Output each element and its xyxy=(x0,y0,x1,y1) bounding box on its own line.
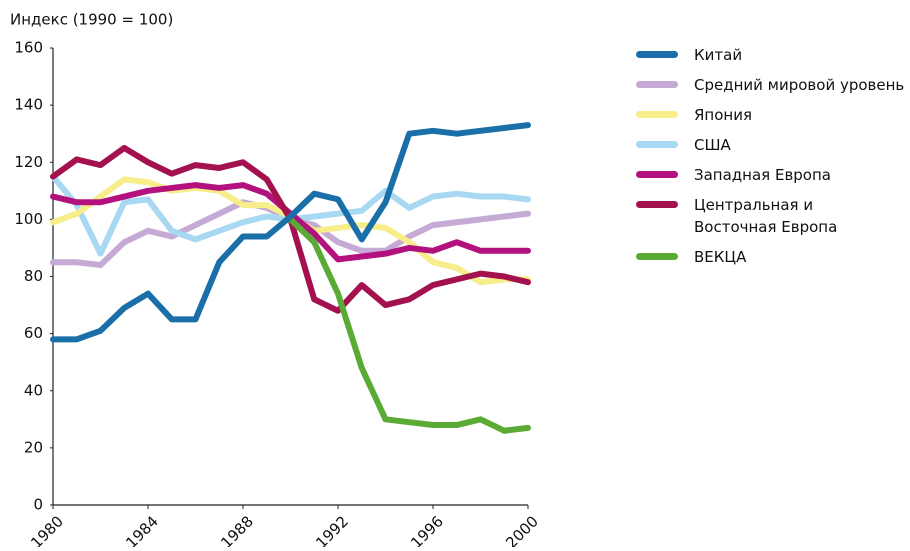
legend-item: ВЕКЦА xyxy=(636,246,854,268)
y-tick-label: 160 xyxy=(14,39,43,57)
series-line xyxy=(50,122,531,343)
y-tick-label: 40 xyxy=(24,381,43,399)
x-tick-label: 1980 xyxy=(27,512,67,547)
legend-label: Центральная и Восточная Европа xyxy=(694,196,838,236)
legend-label: Средний мировой уровень xyxy=(694,76,905,94)
legend-label: Япония xyxy=(694,106,752,124)
legend-item: Япония xyxy=(636,104,854,126)
x-tick-label: 1988 xyxy=(217,512,257,547)
legend-item: США xyxy=(636,134,854,156)
y-tick-label: 140 xyxy=(14,96,43,114)
x-tick-label: 1984 xyxy=(122,512,162,547)
y-tick-label: 0 xyxy=(33,496,43,514)
x-tick-label: 1996 xyxy=(407,512,447,547)
legend-swatch xyxy=(636,141,678,148)
legend-swatch xyxy=(636,81,678,88)
x-tick-label: 1992 xyxy=(312,512,352,547)
legend-item: Средний мировой уровень xyxy=(636,74,905,96)
legend-swatch xyxy=(636,201,678,208)
y-tick-label: 100 xyxy=(14,210,43,228)
legend-label: ВЕКЦА xyxy=(694,248,747,266)
y-axis-label: Индекс (1990 = 100) xyxy=(10,11,173,29)
series-line xyxy=(50,144,531,314)
y-tick-label: 20 xyxy=(24,438,43,456)
legend-item: Центральная и Восточная Европа xyxy=(636,194,854,238)
legend: Китай Средний мировой уровень Япония США Зап… xyxy=(636,44,905,276)
y-tick-label: 60 xyxy=(24,324,43,342)
legend-label: Китай xyxy=(694,46,743,64)
legend-swatch xyxy=(636,171,678,178)
y-tick-label: 80 xyxy=(24,267,43,285)
legend-swatch xyxy=(636,51,678,58)
legend-item: Китай xyxy=(636,44,854,66)
series-line xyxy=(287,216,531,434)
legend-swatch xyxy=(636,253,678,260)
legend-item: Западная Европа xyxy=(636,164,854,186)
legend-label: Западная Европа xyxy=(694,166,831,184)
y-tick-label: 120 xyxy=(14,153,43,171)
chart: Индекс (1990 = 100) 0 20 40 60 80 100 120 140 16… xyxy=(10,11,542,551)
legend-label: США xyxy=(694,136,731,154)
legend-swatch xyxy=(636,111,678,118)
x-tick-label: 2000 xyxy=(502,512,542,547)
